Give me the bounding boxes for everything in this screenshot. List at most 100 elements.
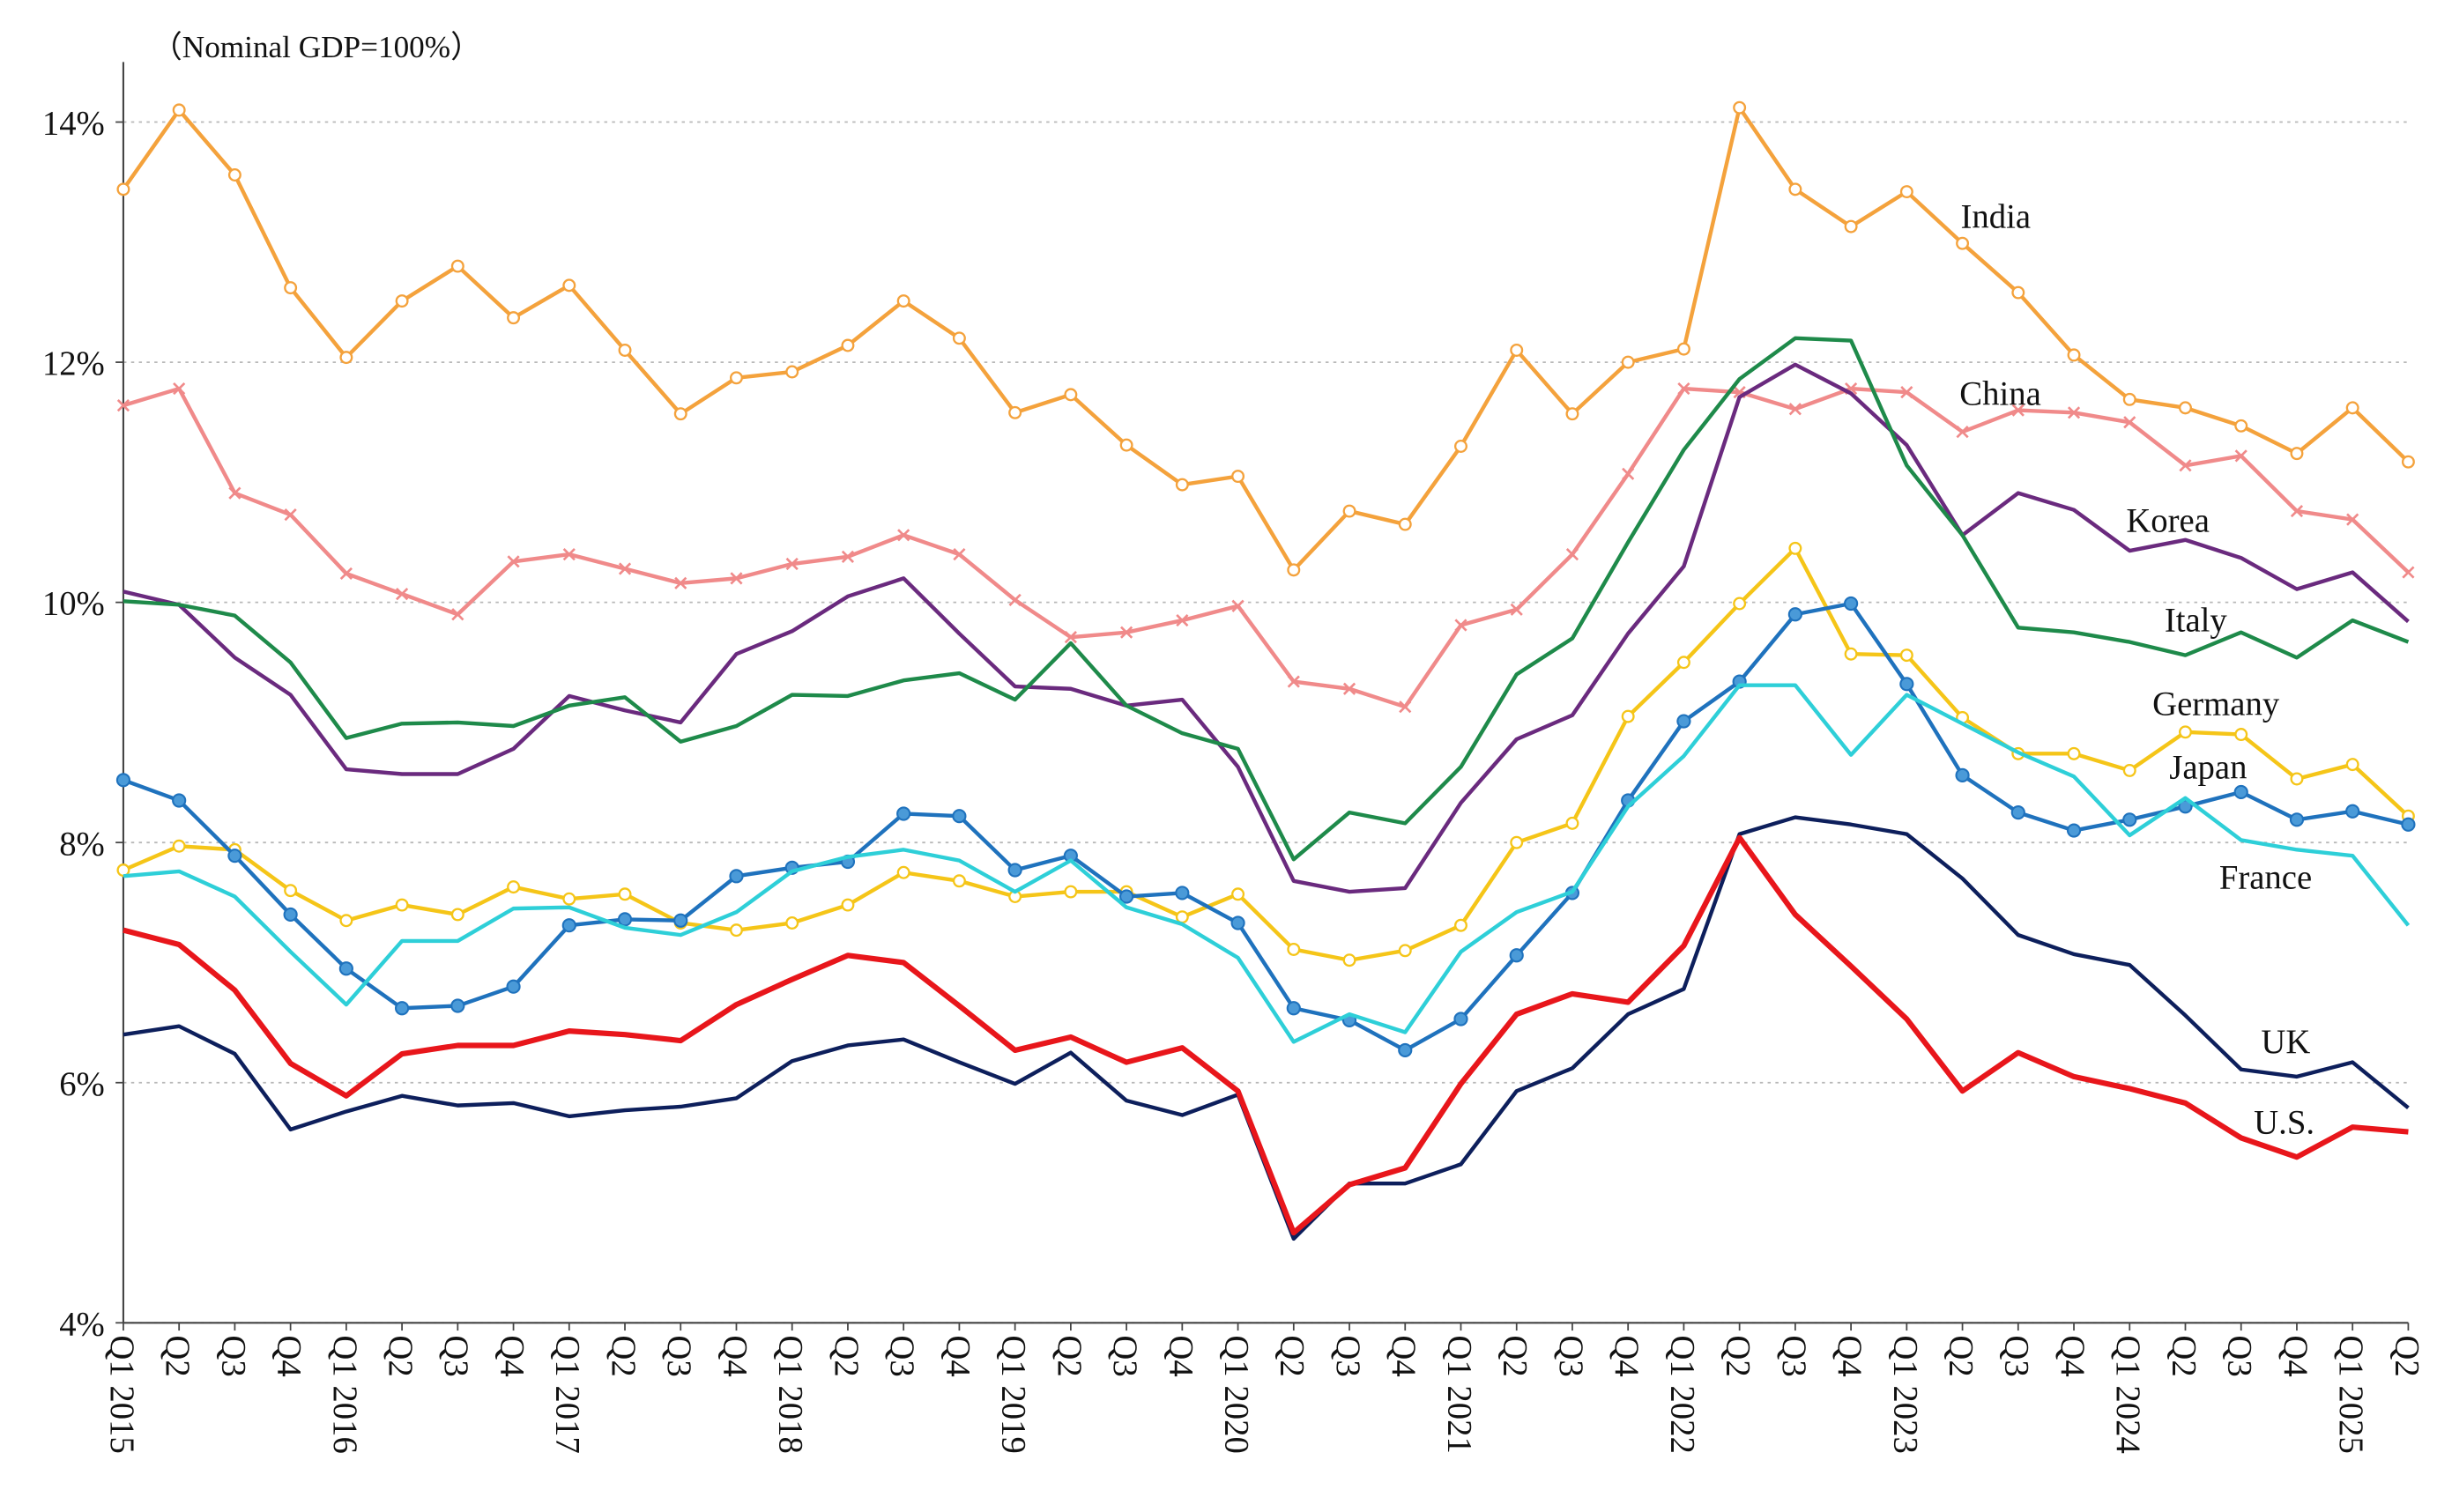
x-tick-label: Q1 2020 [1217,1335,1255,1453]
point-marker [507,555,520,568]
point-marker [2179,459,2192,472]
x-tick-label: Q2 [1497,1335,1534,1376]
y-tick-label: 4% [59,1305,105,1343]
point-marker [1064,388,1078,402]
point-marker [2122,812,2137,827]
legend-label: France [2219,858,2312,896]
point-marker [1510,603,1523,616]
point-marker [2345,401,2359,415]
point-marker [1509,948,1524,963]
x-tick-label: Q1 2025 [2332,1335,2370,1453]
x-tick-label: Q2 [828,1335,866,1376]
point-marker [1899,677,1914,692]
series [123,683,2411,1044]
x-tick-label: Q4 [1385,1335,1423,1376]
point-marker [1287,942,1301,956]
point-marker [1788,182,1802,196]
x-tick-label: Q3 [1552,1335,1590,1376]
series [123,336,2410,862]
point-marker [395,294,409,308]
legend-label: U.S. [2254,1104,2314,1142]
point-marker [173,382,186,396]
series-line [123,834,2409,1236]
point-marker [1231,599,1245,612]
x-tick-label: Q4 [493,1335,531,1376]
point-marker [1565,548,1579,561]
x-tick-label: Q1 2017 [549,1335,587,1453]
legend-label: India [1960,198,2031,236]
point-marker [2233,784,2248,800]
point-marker [2290,447,2304,461]
x-tick-label: Q4 [1162,1335,1200,1376]
x-tick-label: Q3 [437,1335,475,1376]
legend-label: China [1959,374,2040,412]
y-axis-label: （Nominal GDP=100%） [152,30,482,64]
legend-label: Italy [2165,601,2228,639]
x-tick-label: Q1 2022 [1663,1335,1701,1453]
point-marker [785,916,799,930]
point-marker [2122,763,2136,777]
point-marker [2402,566,2415,579]
point-marker [2067,406,2081,419]
x-tick-label: Q3 [2221,1335,2259,1376]
point-marker [1787,607,1802,622]
point-marker [339,567,353,581]
point-marker [1621,355,1635,369]
point-marker [1231,887,1245,901]
point-marker [1565,816,1579,830]
point-marker [1120,626,1133,639]
point-marker [1510,835,1524,849]
x-tick-label: Q4 [1831,1335,1869,1376]
x-tick-label: Q2 [159,1335,197,1376]
x-tick-label: Q3 [660,1335,698,1376]
point-marker [785,557,799,571]
y-tick-label: 12% [42,345,105,382]
point-marker [1342,682,1356,695]
point-marker [1956,426,1969,439]
point-marker [284,884,298,898]
point-marker [1733,597,1747,611]
series-line [123,601,2409,1053]
point-marker [1287,675,1300,688]
point-marker [673,407,687,421]
point-marker [2289,812,2305,827]
x-tick-label: Q2 [1051,1335,1088,1376]
series-line [123,546,2410,962]
y-tick-label: 6% [59,1065,105,1103]
x-tick-label: Q4 [2054,1335,2092,1376]
point-marker [1064,885,1078,899]
point-marker [618,887,632,901]
point-marker [2290,772,2304,786]
x-tick-label: Q3 [1106,1335,1144,1376]
point-marker [2122,392,2136,406]
point-marker [284,508,297,522]
point-marker [1398,517,1412,531]
point-marker [451,608,464,621]
x-tick-label: Q1 2023 [1886,1335,1924,1453]
point-marker [1788,403,1802,416]
point-marker [1175,478,1189,492]
point-marker [896,806,911,821]
point-marker [1454,439,1467,453]
point-marker [1286,1001,1301,1016]
point-marker [2401,817,2416,832]
point-marker [395,898,409,912]
point-marker [1844,596,1859,611]
point-marker [2346,513,2359,526]
point-marker [1398,944,1412,958]
point-marker [1064,631,1077,644]
point-marker [1342,504,1356,518]
point-marker [395,1001,410,1016]
point-marker [450,998,465,1013]
point-marker [339,914,353,928]
point-marker [562,278,576,293]
legend-label: Korea [2126,502,2210,540]
x-tick-label: Q2 [1720,1335,1757,1376]
y-tick-label: 14% [42,105,105,143]
point-marker [1955,767,1970,782]
point-marker [507,311,521,325]
series-line [123,815,2410,1241]
legend-label: Germany [2152,685,2280,723]
x-tick-label: Q3 [883,1335,921,1376]
point-marker [729,869,744,884]
